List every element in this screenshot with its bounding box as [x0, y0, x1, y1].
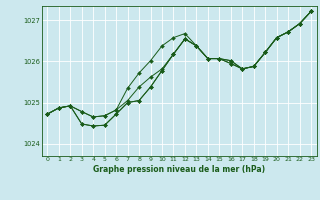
X-axis label: Graphe pression niveau de la mer (hPa): Graphe pression niveau de la mer (hPa) [93, 165, 265, 174]
